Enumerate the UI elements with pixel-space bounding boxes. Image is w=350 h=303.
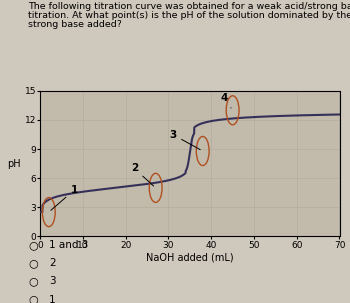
Text: 1 and 3: 1 and 3 bbox=[49, 240, 88, 250]
Text: 2: 2 bbox=[49, 258, 56, 268]
Text: 2: 2 bbox=[131, 163, 154, 186]
Text: The following titration curve was obtained for a weak acid/strong base: The following titration curve was obtain… bbox=[28, 2, 350, 11]
Text: ○: ○ bbox=[28, 276, 38, 286]
Text: 1: 1 bbox=[51, 185, 78, 210]
Y-axis label: pH: pH bbox=[7, 158, 20, 169]
Text: ○: ○ bbox=[28, 295, 38, 303]
Text: ○: ○ bbox=[28, 240, 38, 250]
X-axis label: NaOH added (mL): NaOH added (mL) bbox=[146, 252, 234, 262]
Text: 4: 4 bbox=[220, 93, 231, 108]
Text: 3: 3 bbox=[169, 129, 200, 150]
Text: titration. At what point(s) is the pH of the solution dominated by the excess: titration. At what point(s) is the pH of… bbox=[28, 11, 350, 20]
Text: ○: ○ bbox=[28, 258, 38, 268]
Text: 1: 1 bbox=[49, 295, 56, 303]
Text: 3: 3 bbox=[49, 276, 56, 286]
Text: strong base added?: strong base added? bbox=[28, 20, 122, 29]
